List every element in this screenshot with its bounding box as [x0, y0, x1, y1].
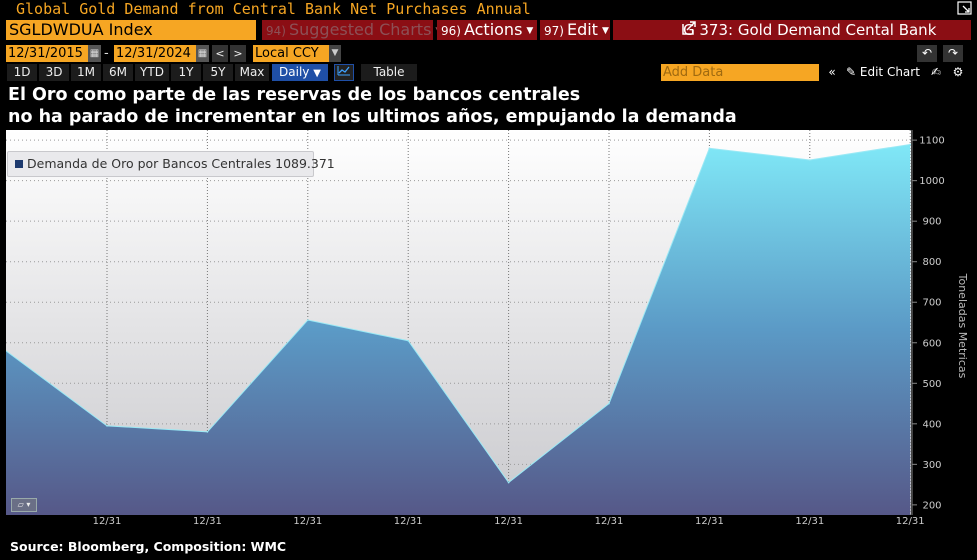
- period-1y[interactable]: 1Y: [171, 64, 201, 81]
- period-5y[interactable]: 5Y: [203, 64, 233, 81]
- chevron-left-icon[interactable]: <: [212, 45, 228, 62]
- chevron-right-icon[interactable]: >: [230, 45, 246, 62]
- y-tick-label: 400: [922, 419, 941, 430]
- data-point: [909, 143, 911, 146]
- y-tick-label: 200: [922, 500, 941, 511]
- currency-select[interactable]: Local CCY: [253, 45, 329, 62]
- start-date-input[interactable]: 12/31/2015: [6, 45, 88, 62]
- ticker-input[interactable]: SGLDWDUA Index: [6, 20, 256, 40]
- expand-icon[interactable]: [956, 1, 974, 18]
- chart-area[interactable]: 200 300 400 500 600 700 800 900 1000 1100 12/31 12…: [5, 130, 971, 530]
- data-point: [608, 402, 610, 405]
- edit-chart-button[interactable]: ✎ Edit Chart: [846, 64, 922, 81]
- y-tick-label: 900: [922, 217, 941, 228]
- edit-label: Edit: [566, 20, 598, 39]
- menu-number: 97): [544, 24, 564, 38]
- line-chart-icon[interactable]: [334, 64, 354, 81]
- x-tick-label: 12/31: [795, 516, 824, 527]
- y-axis-label: Toneladas Metricas: [956, 273, 969, 379]
- legend-label: Demanda de Oro por Bancos Centrales 1089…: [27, 156, 335, 171]
- y-tick-label: 1100: [919, 136, 944, 147]
- period-1m[interactable]: 1M: [71, 64, 101, 81]
- period-3d[interactable]: 3D: [39, 64, 69, 81]
- y-tick-label: 700: [922, 298, 941, 309]
- calendar-icon[interactable]: ▦: [88, 45, 101, 62]
- table-button[interactable]: Table: [361, 64, 417, 81]
- actions-button[interactable]: 96) Actions ▼: [437, 20, 537, 40]
- chart-id-bar[interactable]: G 373: Gold Demand Cental Bank: [613, 20, 971, 40]
- data-point: [407, 339, 410, 342]
- x-tick-label: 12/31: [293, 516, 322, 527]
- menu-number: 94): [266, 24, 286, 38]
- series-line: [5, 143, 911, 484]
- actions-label: Actions: [463, 20, 523, 39]
- y-tick-label: 1000: [919, 176, 944, 187]
- data-point: [106, 425, 108, 427]
- date-separator: -: [104, 46, 109, 61]
- edit-chart-label: Edit Chart: [859, 65, 920, 79]
- annotate-icon[interactable]: ✍: [930, 65, 942, 79]
- chevron-down-icon: ▼: [526, 26, 534, 36]
- suggested-charts-button[interactable]: 94)Suggested Charts▼: [262, 20, 442, 40]
- data-point: [206, 431, 209, 433]
- period-max[interactable]: Max: [235, 64, 269, 81]
- x-tick-label: 12/31: [193, 516, 222, 527]
- data-point: [809, 159, 811, 161]
- y-tick-label: 300: [922, 460, 941, 471]
- redo-icon[interactable]: ↷: [943, 45, 963, 62]
- x-axis-ticks: 12/31 12/31 12/31 12/31 12/31 12/31 12/31 12/31…: [93, 516, 925, 527]
- chart-thumbnail-icon[interactable]: ▱ ▾: [11, 498, 37, 512]
- window-titlebar: Global Gold Demand from Central Bank Net…: [0, 0, 977, 19]
- heading-line-2: no ha parado de incrementar en los ultim…: [8, 107, 737, 127]
- chevron-down-icon: ▼: [601, 26, 609, 36]
- calendar-icon[interactable]: ▦: [196, 45, 209, 62]
- y-axis-ticks: 200 300 400 500 600 700 800 900 1000 1100: [912, 136, 945, 511]
- chart-heading: El Oro como parte de las reservas de los…: [8, 84, 908, 128]
- command-row: SGLDWDUA Index 94)Suggested Charts▼ 96)A…: [0, 20, 977, 41]
- period-row: 1D 3D 1M 6M YTD 1Y 5Y Max Daily ▼ Table …: [0, 64, 977, 81]
- legend-swatch: [15, 160, 23, 168]
- x-tick-label: 12/31: [595, 516, 624, 527]
- edit-button[interactable]: 97) Edit ▼: [540, 20, 610, 40]
- collapse-icon[interactable]: «: [828, 65, 836, 79]
- chevron-down-icon[interactable]: ▼: [329, 45, 341, 62]
- y-tick-label: 600: [922, 338, 941, 349]
- gear-icon[interactable]: ⚙: [952, 65, 964, 79]
- y-tick-label: 500: [922, 379, 941, 390]
- frequency-label: Daily: [279, 65, 310, 79]
- chart-id-label: G 373: Gold Demand Cental Bank: [683, 21, 937, 39]
- x-tick-label: 12/31: [394, 516, 423, 527]
- series-area: [6, 144, 911, 515]
- end-date-input[interactable]: 12/31/2024: [114, 45, 196, 62]
- x-tick-label: 12/31: [896, 516, 925, 527]
- data-point: [708, 147, 711, 150]
- period-6m[interactable]: 6M: [103, 64, 133, 81]
- pencil-icon: ✎: [846, 65, 857, 79]
- period-ytd[interactable]: YTD: [135, 64, 169, 81]
- period-1d[interactable]: 1D: [7, 64, 37, 81]
- chart-legend[interactable]: Demanda de Oro por Bancos Centrales 1089…: [7, 151, 335, 177]
- chevron-down-icon: ▼: [313, 68, 321, 79]
- suggested-charts-label: Suggested Charts: [288, 20, 432, 39]
- menu-number: 96): [441, 24, 461, 38]
- x-tick-label: 12/31: [93, 516, 122, 527]
- data-point: [307, 319, 309, 321]
- external-link-icon[interactable]: [681, 20, 697, 40]
- x-tick-label: 12/31: [695, 516, 724, 527]
- add-data-input[interactable]: Add Data: [661, 64, 819, 81]
- series-points: [106, 143, 911, 484]
- x-tick-label: 12/31: [494, 516, 523, 527]
- undo-icon[interactable]: ↶: [917, 45, 937, 62]
- y-tick-label: 800: [922, 257, 941, 268]
- heading-line-1: El Oro como parte de las reservas de los…: [8, 85, 581, 105]
- source-note: Source: Bloomberg, Composition: WMC: [10, 539, 287, 554]
- date-row: 12/31/2015 ▦ - 12/31/2024 ▦ < > Local CC…: [0, 45, 977, 63]
- frequency-select[interactable]: Daily ▼: [272, 64, 328, 81]
- data-point: [507, 481, 510, 484]
- window-title: Global Gold Demand from Central Bank Net…: [16, 0, 531, 18]
